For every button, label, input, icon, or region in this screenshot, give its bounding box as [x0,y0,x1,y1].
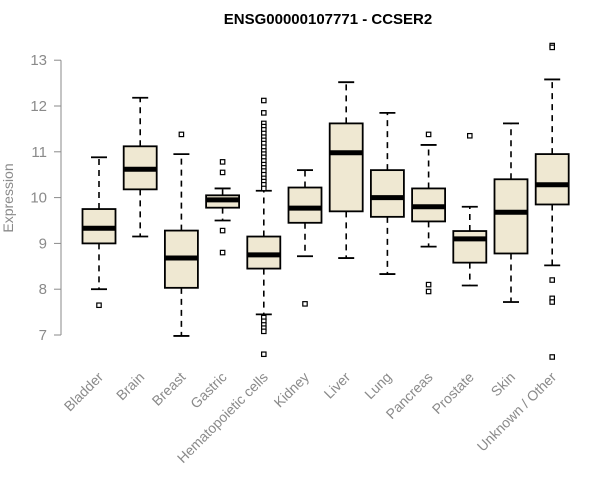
outlier-point [219,227,226,234]
outlier-point [261,97,267,104]
y-tick-label: 11 [31,144,47,161]
box-gastric [205,159,241,256]
outlier-point [261,185,267,192]
iqr-box [493,178,529,255]
outlier-point [467,132,473,139]
x-tick-label: Liver [321,369,354,402]
outlier-point [261,110,267,116]
x-tick-label: Skin [488,369,519,400]
outlier-point [425,281,432,288]
box-lung [369,111,405,275]
iqr-box [328,122,364,213]
box-unknown-other [534,42,570,360]
chart-title: ENSG00000107771 - CCSER2 [224,11,432,28]
axes: 7 8 9 10 11 12 13 [30,52,62,344]
y-tick-label: 12 [30,98,47,115]
iqr-box [534,153,570,206]
iqr-box [369,169,405,218]
box-prostate [452,132,488,287]
box-skin [493,122,529,303]
outlier-point [261,328,267,335]
x-tick-label: Breast [149,369,189,409]
x-tick-label: Bladder [61,369,107,415]
outlier-point [549,44,556,51]
outlier-point [302,301,308,307]
y-tick-label: 7 [39,327,47,344]
box-hematopoietic-cells [246,97,282,358]
box-pancreas [411,131,447,295]
box-breast [163,131,199,337]
outlier-point [549,277,556,283]
outlier-point [219,249,226,256]
outlier-point [219,159,226,165]
outlier-point [549,299,556,305]
y-tick-label: 10 [30,190,47,207]
box-liver [328,81,364,259]
y-tick-label: 13 [30,52,47,69]
boxes-layer [81,42,570,360]
x-tick-label: Brain [113,369,147,403]
box-kidney [287,169,323,307]
box-bladder [81,156,117,309]
y-axis-label: Expression [0,163,16,232]
outlier-point [178,131,185,138]
x-tick-label: Prostate [429,369,477,417]
box-brain [122,96,158,238]
outlier-point [425,288,432,295]
iqr-box [287,186,323,224]
outlier-point [425,131,432,138]
y-tick-label: 8 [39,281,47,298]
outlier-point [549,354,556,360]
iqr-box [452,230,488,264]
outlier-point [261,351,267,358]
outlier-point [219,169,226,176]
outlier-point [96,302,102,309]
y-tick-label: 9 [39,235,47,252]
x-tick-label: Kidney [271,369,313,411]
x-tick-label: Lung [361,369,394,402]
